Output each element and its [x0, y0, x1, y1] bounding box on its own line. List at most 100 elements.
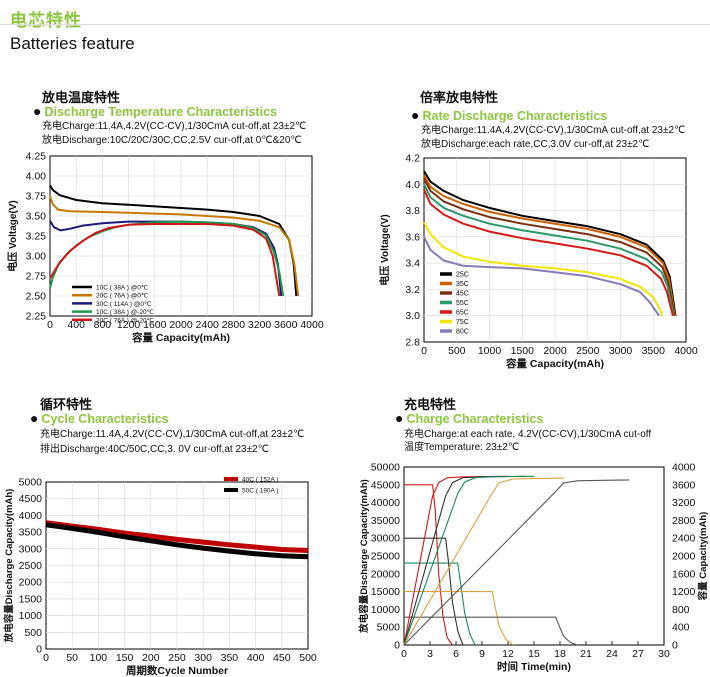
- x-tick-label: 9: [479, 648, 485, 660]
- x-tick-label: 2000: [169, 319, 193, 331]
- y-tick-label: 0: [394, 640, 400, 652]
- current-series-line: [404, 484, 453, 646]
- x-tick-label: 21: [580, 648, 592, 660]
- series-line: [423, 183, 675, 316]
- y-tick-label: 2500: [19, 560, 43, 572]
- legend-label: 20C ( 76A ) @-20℃: [96, 317, 155, 324]
- y-tick-label: 50000: [371, 462, 400, 474]
- y-tick-label: 3.75: [26, 191, 47, 203]
- chart3-condition-1: 充电Charge:11.4A,4.2V(CC-CV),1/30CmA cut-o…: [40, 429, 305, 440]
- y-tick-label: 4500: [19, 493, 43, 505]
- y2-tick-label: 2400: [672, 533, 696, 545]
- x-tick-label: 18: [554, 648, 566, 660]
- legend-label: 50C ( 190A ): [242, 488, 279, 495]
- x-tick-label: 2400: [196, 319, 220, 331]
- x-tick-label: 250: [168, 652, 186, 664]
- x-tick-label: 500: [299, 652, 317, 664]
- x-tick-label: 12: [502, 648, 514, 660]
- y-tick-label: 3.2: [405, 284, 420, 296]
- current-series-line: [404, 616, 578, 646]
- x-axis-label: 容量 Capacity(mAh): [131, 331, 230, 344]
- y-tick-label: 35000: [371, 515, 400, 527]
- y-tick-label: 2.25: [26, 311, 47, 323]
- y-axis-label: 放电容量Discharge Capacity(mAh): [358, 479, 370, 634]
- chart2-title-cn: 倍率放电特性: [420, 90, 499, 105]
- x-tick-label: 2000: [543, 345, 567, 357]
- y-tick-label: 4.00: [26, 171, 47, 183]
- chart1-condition-1: 充电Charge:11.4A,4.2V(CC-CV),1/30CmA cut-o…: [42, 121, 307, 132]
- series-line: [423, 174, 676, 316]
- x-axis-label: 周期数Cycle Number: [126, 664, 228, 677]
- y2-axis-label: 容量 Capacity(mAh): [697, 512, 709, 602]
- x-axis-label: 容量 Capacity(mAh): [505, 357, 604, 370]
- y-tick-label: 2.75: [26, 271, 47, 283]
- chart4-title-en: ● Charge Characteristics: [395, 410, 544, 426]
- y-tick-label: 3.50: [26, 211, 47, 223]
- chart4-condition-2: 温度Temperature: 23±2℃: [404, 442, 520, 453]
- current-series-line: [404, 591, 514, 646]
- y-tick-label: 4.2: [405, 153, 420, 165]
- x-tick-label: 3: [427, 648, 433, 660]
- y2-tick-label: 4000: [672, 462, 696, 474]
- chart4-condition-1: 充电Charge:at each rate, 4.2V(CC-CV),1/30C…: [404, 429, 652, 440]
- x-tick-label: 30: [658, 648, 670, 660]
- y-tick-label: 3.0: [405, 310, 420, 322]
- current-series-line: [404, 562, 476, 646]
- y-tick-label: 1000: [19, 610, 43, 622]
- header-divider: [0, 24, 710, 25]
- y-tick-label: 0: [36, 644, 42, 656]
- y-tick-label: 20000: [371, 568, 400, 580]
- capacity-series-line: [403, 475, 535, 646]
- x-tick-label: 3200: [248, 319, 272, 331]
- y-tick-label: 4000: [19, 510, 43, 522]
- x-tick-label: 1200: [117, 319, 141, 331]
- y2-tick-label: 3200: [672, 497, 696, 509]
- y-tick-label: 3.6: [405, 231, 420, 243]
- x-tick-label: 0: [421, 345, 427, 357]
- x-tick-label: 0: [43, 652, 49, 664]
- x-tick-label: 3600: [274, 319, 298, 331]
- x-tick-label: 4000: [300, 319, 324, 331]
- x-tick-label: 500: [448, 345, 466, 357]
- chart1-title-en: ● Discharge Temperature Characteristics: [33, 103, 277, 119]
- x-tick-label: 400: [67, 319, 85, 331]
- legend-label: 55C: [456, 300, 469, 307]
- x-tick-label: 24: [606, 648, 618, 660]
- x-tick-label: 4000: [674, 345, 698, 357]
- cycle-chart: 0 50 100 150 200 250 300 350 400 450 5000500100015…: [3, 477, 317, 677]
- discharge-temperature-chart: 0 400 800 1200 1600 2000 2400 2800 3200 3600 4000 2…: [6, 151, 324, 345]
- y-axis-label: 电压 Voltage(V): [6, 200, 19, 271]
- x-tick-label: 1500: [511, 345, 535, 357]
- y-tick-label: 45000: [371, 479, 400, 491]
- chart3-title-cn: 循环特性: [40, 397, 93, 412]
- y-tick-label: 4.0: [405, 179, 420, 191]
- y2-tick-label: 0: [672, 640, 678, 652]
- series-line: [45, 522, 309, 560]
- x-tick-label: 150: [116, 652, 134, 664]
- chart2-title-en: ● Rate Discharge Characteristics: [411, 107, 608, 123]
- y-tick-label: 2.50: [26, 291, 47, 303]
- current-series-line: [404, 537, 464, 646]
- y-tick-label: 2000: [19, 577, 43, 589]
- x-axis-label: 时间 Time(min): [497, 660, 571, 673]
- y-tick-label: 10000: [371, 604, 400, 616]
- x-tick-label: 0: [47, 319, 53, 331]
- x-tick-label: 200: [142, 652, 160, 664]
- page-title-en: Batteries feature: [10, 34, 135, 53]
- series-line: [45, 520, 309, 553]
- capacity-series-line: [403, 479, 630, 646]
- y-tick-label: 3000: [19, 543, 43, 555]
- x-tick-label: 2800: [222, 319, 246, 331]
- y2-tick-label: 1600: [672, 568, 696, 580]
- series-line: [423, 221, 664, 317]
- series-line: [423, 189, 674, 316]
- y-tick-label: 40000: [371, 497, 400, 509]
- legend-label: 10C ( 38A ) @0℃: [96, 285, 149, 292]
- chart1-title-cn: 放电温度特性: [42, 90, 121, 105]
- legend-label: 75C: [456, 319, 469, 326]
- series-line: [423, 236, 660, 317]
- y2-tick-label: 400: [672, 622, 690, 634]
- y2-tick-label: 2000: [672, 551, 696, 563]
- y2-tick-label: 800: [672, 604, 690, 616]
- y-tick-label: 15000: [371, 586, 400, 598]
